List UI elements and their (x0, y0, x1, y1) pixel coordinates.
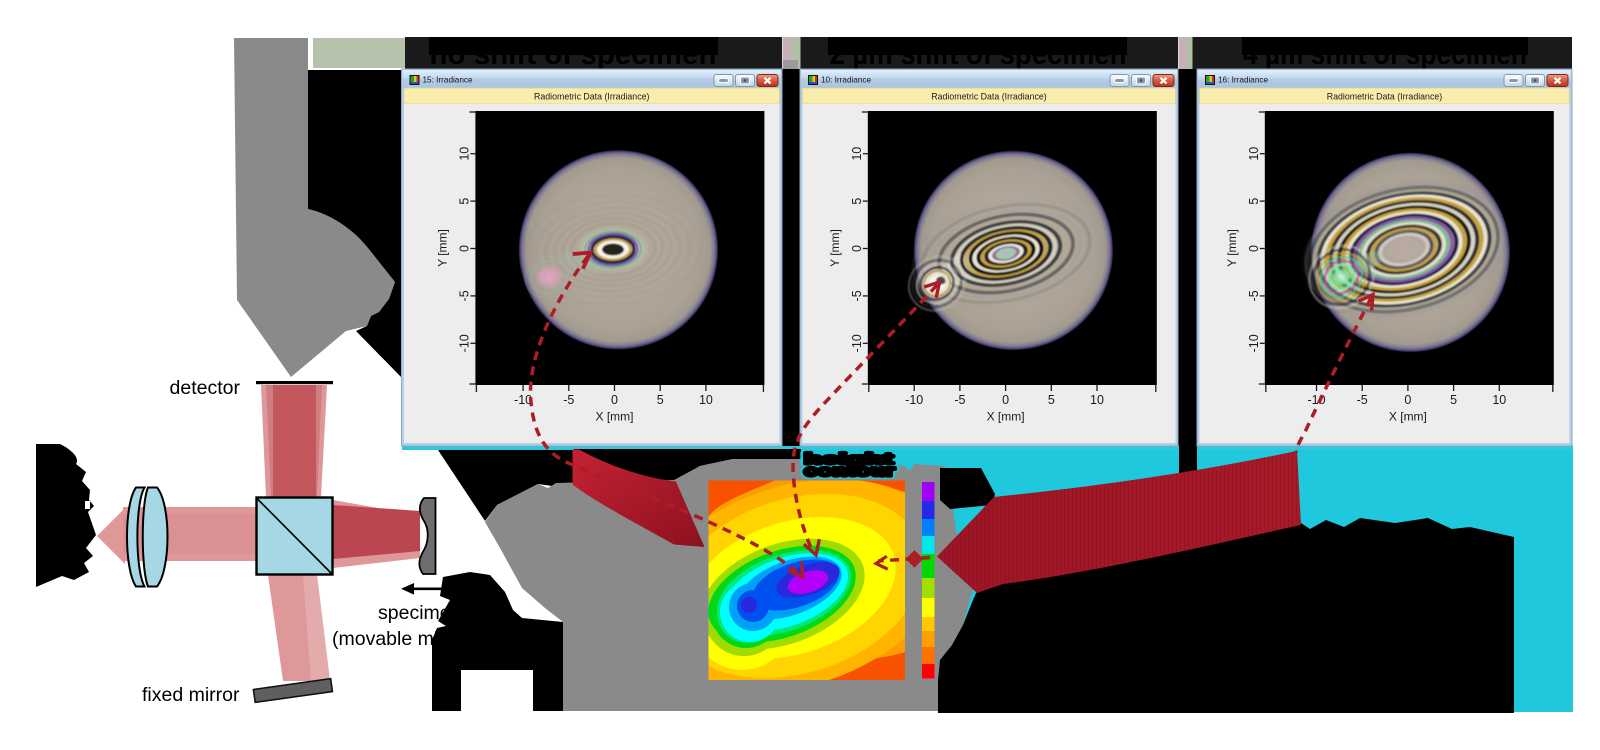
svg-text:-10: -10 (457, 334, 471, 352)
svg-text:X [mm]: X [mm] (596, 410, 634, 424)
svg-text:-10: -10 (905, 393, 923, 407)
svg-text:fixed mirror: fixed mirror (142, 684, 240, 706)
svg-text:Radiometric Data (Irradiance): Radiometric Data (Irradiance) (1327, 92, 1442, 102)
svg-text:5: 5 (1247, 198, 1261, 205)
svg-text:10: 10 (1492, 393, 1506, 407)
svg-text:-5: -5 (1247, 290, 1261, 301)
svg-text:height: height (804, 451, 893, 468)
svg-text:10: Irradiance: 10: Irradiance (821, 76, 872, 85)
svg-text:0: 0 (1404, 393, 1411, 407)
svg-text:5: 5 (1048, 393, 1055, 407)
svg-text:0: 0 (850, 245, 864, 252)
svg-text:Radiometric Data (Irradiance): Radiometric Data (Irradiance) (534, 92, 649, 102)
svg-text:Y [mm]: Y [mm] (435, 229, 449, 267)
svg-text:0: 0 (1247, 245, 1261, 252)
svg-text:10: 10 (850, 147, 864, 161)
svg-text:10: 10 (457, 147, 471, 161)
svg-text:-10: -10 (850, 334, 864, 352)
svg-text:contour: contour (804, 463, 895, 480)
svg-text:16: Irradiance: 16: Irradiance (1218, 76, 1269, 85)
svg-text:0: 0 (611, 393, 618, 407)
svg-text:5: 5 (850, 198, 864, 205)
svg-text:X [mm]: X [mm] (1389, 410, 1427, 424)
svg-text:detector: detector (170, 377, 241, 399)
svg-text:-5: -5 (850, 290, 864, 301)
svg-text:-10: -10 (1307, 393, 1325, 407)
svg-text:10: 10 (699, 393, 713, 407)
svg-text:5: 5 (657, 393, 664, 407)
svg-text:(movable mirror): (movable mirror) (332, 628, 475, 650)
svg-text:5: 5 (1450, 393, 1457, 407)
svg-text:Radiometric Data (Irradiance): Radiometric Data (Irradiance) (931, 92, 1046, 102)
svg-text:-5: -5 (954, 393, 965, 407)
svg-text:5: 5 (457, 198, 471, 205)
svg-text:-5: -5 (457, 290, 471, 301)
svg-text:10: 10 (1090, 393, 1104, 407)
svg-text:-5: -5 (1357, 393, 1368, 407)
svg-text:-10: -10 (514, 393, 532, 407)
svg-text:-10: -10 (1247, 334, 1261, 352)
svg-text:X [mm]: X [mm] (987, 410, 1025, 424)
svg-text:-5: -5 (563, 393, 574, 407)
svg-text:contour: contour (804, 463, 895, 480)
svg-text:0: 0 (457, 245, 471, 252)
svg-text:0: 0 (1002, 393, 1009, 407)
svg-text:height: height (804, 451, 893, 468)
svg-text:Y [mm]: Y [mm] (828, 229, 842, 267)
svg-text:specimen: specimen (378, 602, 461, 624)
svg-text:10: 10 (1247, 147, 1261, 161)
svg-text:Y [mm]: Y [mm] (1225, 229, 1239, 267)
svg-text:15: Irradiance: 15: Irradiance (423, 76, 474, 85)
